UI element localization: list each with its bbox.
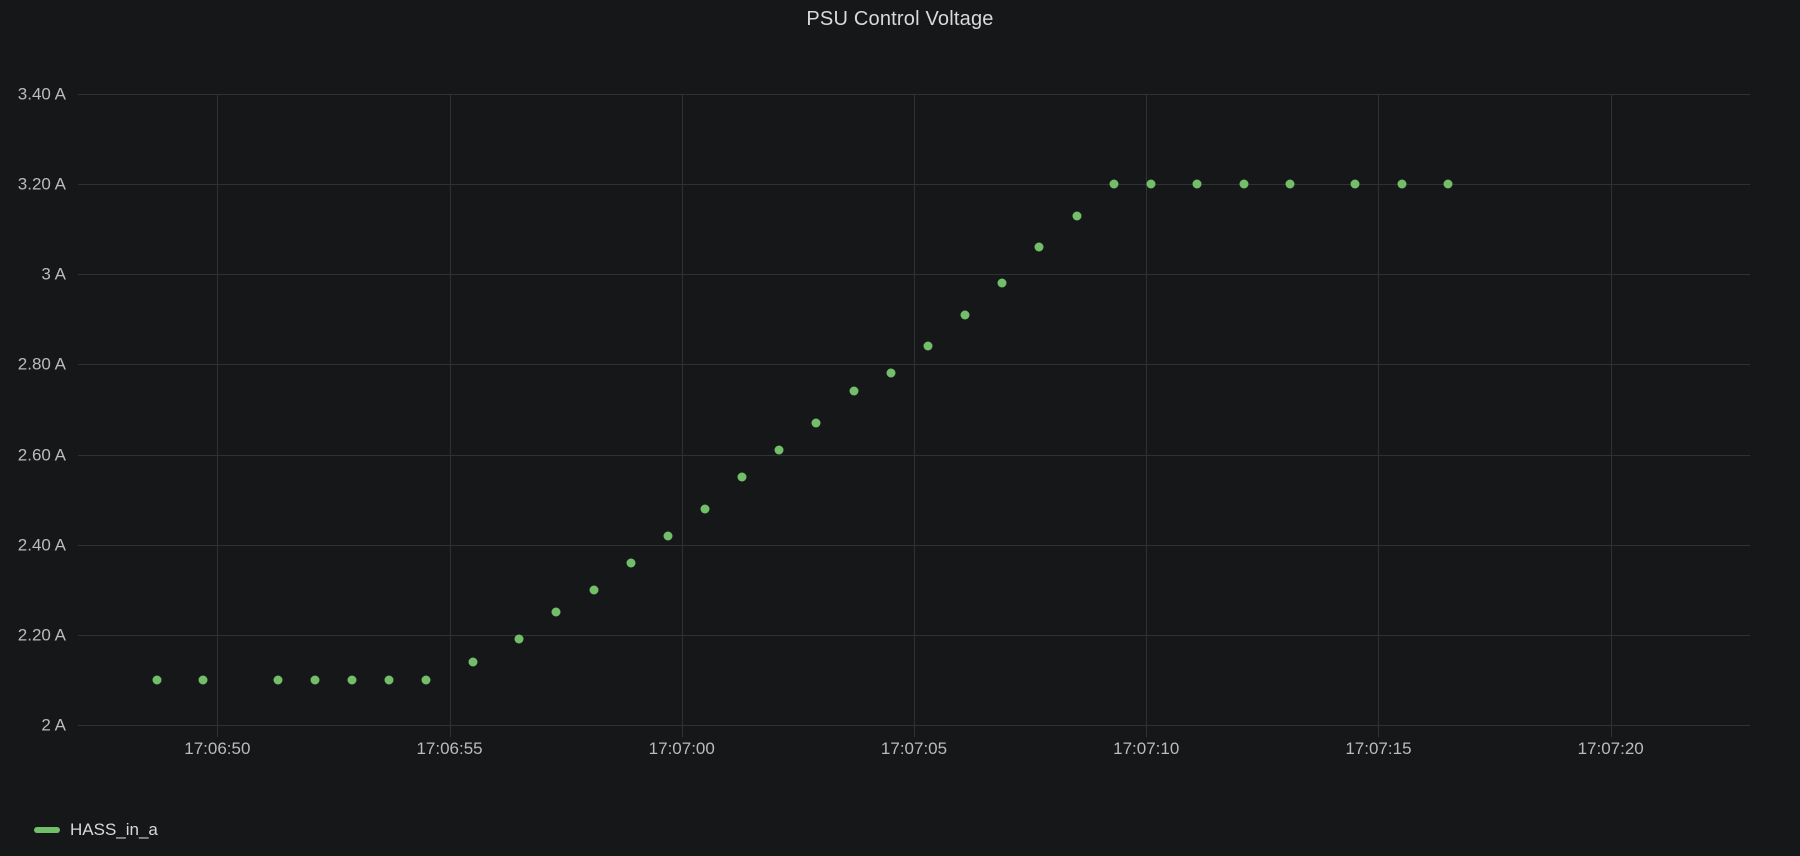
x-axis-tick-mark — [681, 725, 683, 737]
x-axis-tick-mark — [449, 725, 451, 737]
y-axis-tick-label: 3 A — [41, 264, 66, 284]
y-axis-tick-label: 3.20 A — [17, 174, 66, 194]
gridline-vertical — [1610, 94, 1612, 725]
data-point — [1350, 179, 1360, 189]
data-point — [1034, 242, 1044, 252]
x-axis-tick-label: 17:07:15 — [1345, 739, 1412, 758]
data-point — [1146, 179, 1156, 189]
data-point — [1192, 179, 1202, 189]
y-axis-tick-label: 2.20 A — [17, 625, 66, 645]
plot-area[interactable] — [78, 94, 1750, 726]
data-point — [737, 472, 747, 482]
data-point — [384, 675, 394, 685]
data-point — [960, 310, 970, 320]
data-point — [1072, 211, 1082, 221]
data-point — [421, 675, 431, 685]
data-point — [626, 558, 636, 568]
x-axis-tick-mark — [217, 725, 219, 737]
data-point — [774, 445, 784, 455]
y-axis-tick-label: 2 A — [41, 715, 66, 735]
legend-item-label[interactable]: HASS_in_a — [70, 820, 158, 839]
gridline-horizontal — [78, 725, 1750, 726]
data-point — [1239, 179, 1249, 189]
page-title: PSU Control Voltage — [806, 8, 994, 30]
gridline-vertical — [217, 94, 219, 725]
data-point — [811, 418, 821, 428]
gridline-vertical — [449, 94, 451, 725]
x-axis-tick-mark — [1610, 725, 1612, 737]
x-axis-tick-label: 17:06:55 — [416, 739, 483, 758]
data-point — [551, 607, 561, 617]
data-point — [1109, 179, 1119, 189]
y-axis-tick-label: 2.40 A — [17, 535, 66, 555]
data-point — [152, 675, 162, 685]
data-point — [1285, 179, 1295, 189]
data-point — [589, 585, 599, 595]
x-axis-tick-label: 17:07:05 — [880, 739, 948, 758]
data-point — [886, 368, 896, 378]
legend-color-swatch-icon — [34, 827, 60, 833]
gridline-vertical — [1146, 94, 1148, 725]
data-point — [273, 675, 283, 685]
gridline-vertical — [914, 94, 915, 725]
data-point — [849, 386, 859, 396]
data-point — [468, 657, 478, 667]
data-point — [310, 675, 320, 685]
data-point — [663, 531, 673, 541]
x-axis-tick-label: 17:07:20 — [1577, 739, 1644, 758]
data-point — [198, 675, 208, 685]
data-point — [700, 504, 710, 514]
gridline-vertical — [1378, 94, 1380, 725]
data-point — [347, 675, 357, 685]
y-axis-tick-label: 2.80 A — [17, 354, 66, 374]
x-axis-tick-mark — [1146, 725, 1148, 737]
data-point — [514, 634, 524, 644]
data-point — [923, 341, 933, 351]
x-axis-tick-mark — [1378, 725, 1380, 737]
x-axis-tick-label: 17:07:10 — [1113, 739, 1180, 758]
y-axis-tick-label: 3.40 A — [17, 84, 66, 104]
gridline-vertical — [681, 94, 683, 725]
data-point — [1443, 179, 1453, 189]
x-axis-tick-label: 17:06:50 — [184, 739, 251, 758]
x-axis-tick-mark — [914, 725, 915, 737]
legend[interactable]: HASS_in_a — [34, 820, 158, 840]
y-axis-tick-label: 2.60 A — [17, 445, 66, 465]
data-point — [997, 278, 1007, 288]
x-axis-tick-label: 17:07:00 — [648, 739, 715, 758]
data-point — [1397, 179, 1407, 189]
